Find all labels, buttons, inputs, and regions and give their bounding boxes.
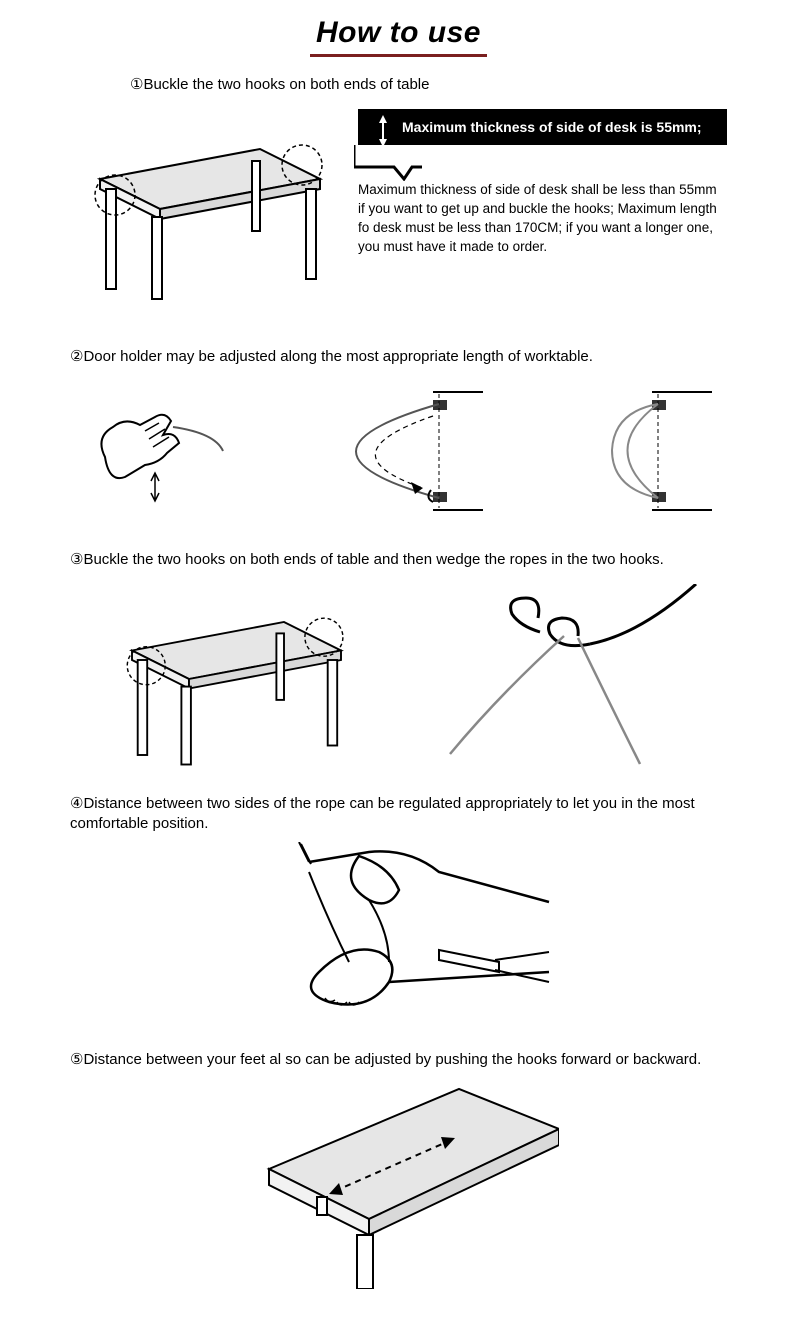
step-4-text: ④Distance between two sides of the rope … xyxy=(70,794,727,835)
clip-icon xyxy=(354,145,434,181)
step-5: ⑤Distance between your feet al so can be… xyxy=(0,1032,797,1298)
step-3: ③Buckle the two hooks on both ends of ta… xyxy=(0,532,797,784)
hook-rope-icon xyxy=(440,584,700,774)
step-2: ②Door holder may be adjusted along the m… xyxy=(0,319,797,531)
rope-loop-wide-icon xyxy=(283,382,483,522)
callout-bar-text: Maximum thickness of side of desk is 55m… xyxy=(402,119,702,135)
rope-loop-narrow-icon xyxy=(542,382,712,522)
step-5-num: ⑤ xyxy=(70,1051,83,1068)
thickness-arrow-icon xyxy=(372,115,394,155)
table-illustration-icon xyxy=(97,584,357,774)
step-1-text: ①Buckle the two hooks on both ends of ta… xyxy=(70,75,727,95)
step-1: ①Buckle the two hooks on both ends of ta… xyxy=(0,65,797,319)
step-1-callout: Maximum thickness of side of desk is 55m… xyxy=(358,109,727,257)
table-corner-slide-icon xyxy=(239,1079,559,1289)
step-3-label: Buckle the two hooks on both ends of tab… xyxy=(83,551,663,568)
callout-note: Maximum thickness of side of desk shall … xyxy=(358,181,727,257)
callout-bar: Maximum thickness of side of desk is 55m… xyxy=(358,109,727,145)
step-2-label: Door holder may be adjusted along the mo… xyxy=(83,348,592,365)
step-5-text: ⑤Distance between your feet al so can be… xyxy=(70,1050,727,1070)
step-2-text: ②Door holder may be adjusted along the m… xyxy=(70,347,727,367)
step-1-num: ① xyxy=(130,76,143,93)
step-3-num: ③ xyxy=(70,551,83,568)
step-5-label: Distance between your feet al so can be … xyxy=(83,1051,701,1068)
feet-hammock-icon xyxy=(239,842,559,1022)
step-4: ④Distance between two sides of the rope … xyxy=(0,784,797,1033)
page-title: How to use xyxy=(310,16,487,57)
step-1-label: Buckle the two hooks on both ends of tab… xyxy=(143,76,429,93)
step-4-label: Distance between two sides of the rope c… xyxy=(70,795,695,832)
hands-adjust-icon xyxy=(85,387,225,517)
table-illustration-icon xyxy=(70,109,330,309)
step-3-text: ③Buckle the two hooks on both ends of ta… xyxy=(70,550,727,570)
step-2-num: ② xyxy=(70,348,83,365)
title-block: How to use xyxy=(0,0,797,65)
step-4-num: ④ xyxy=(70,795,83,812)
